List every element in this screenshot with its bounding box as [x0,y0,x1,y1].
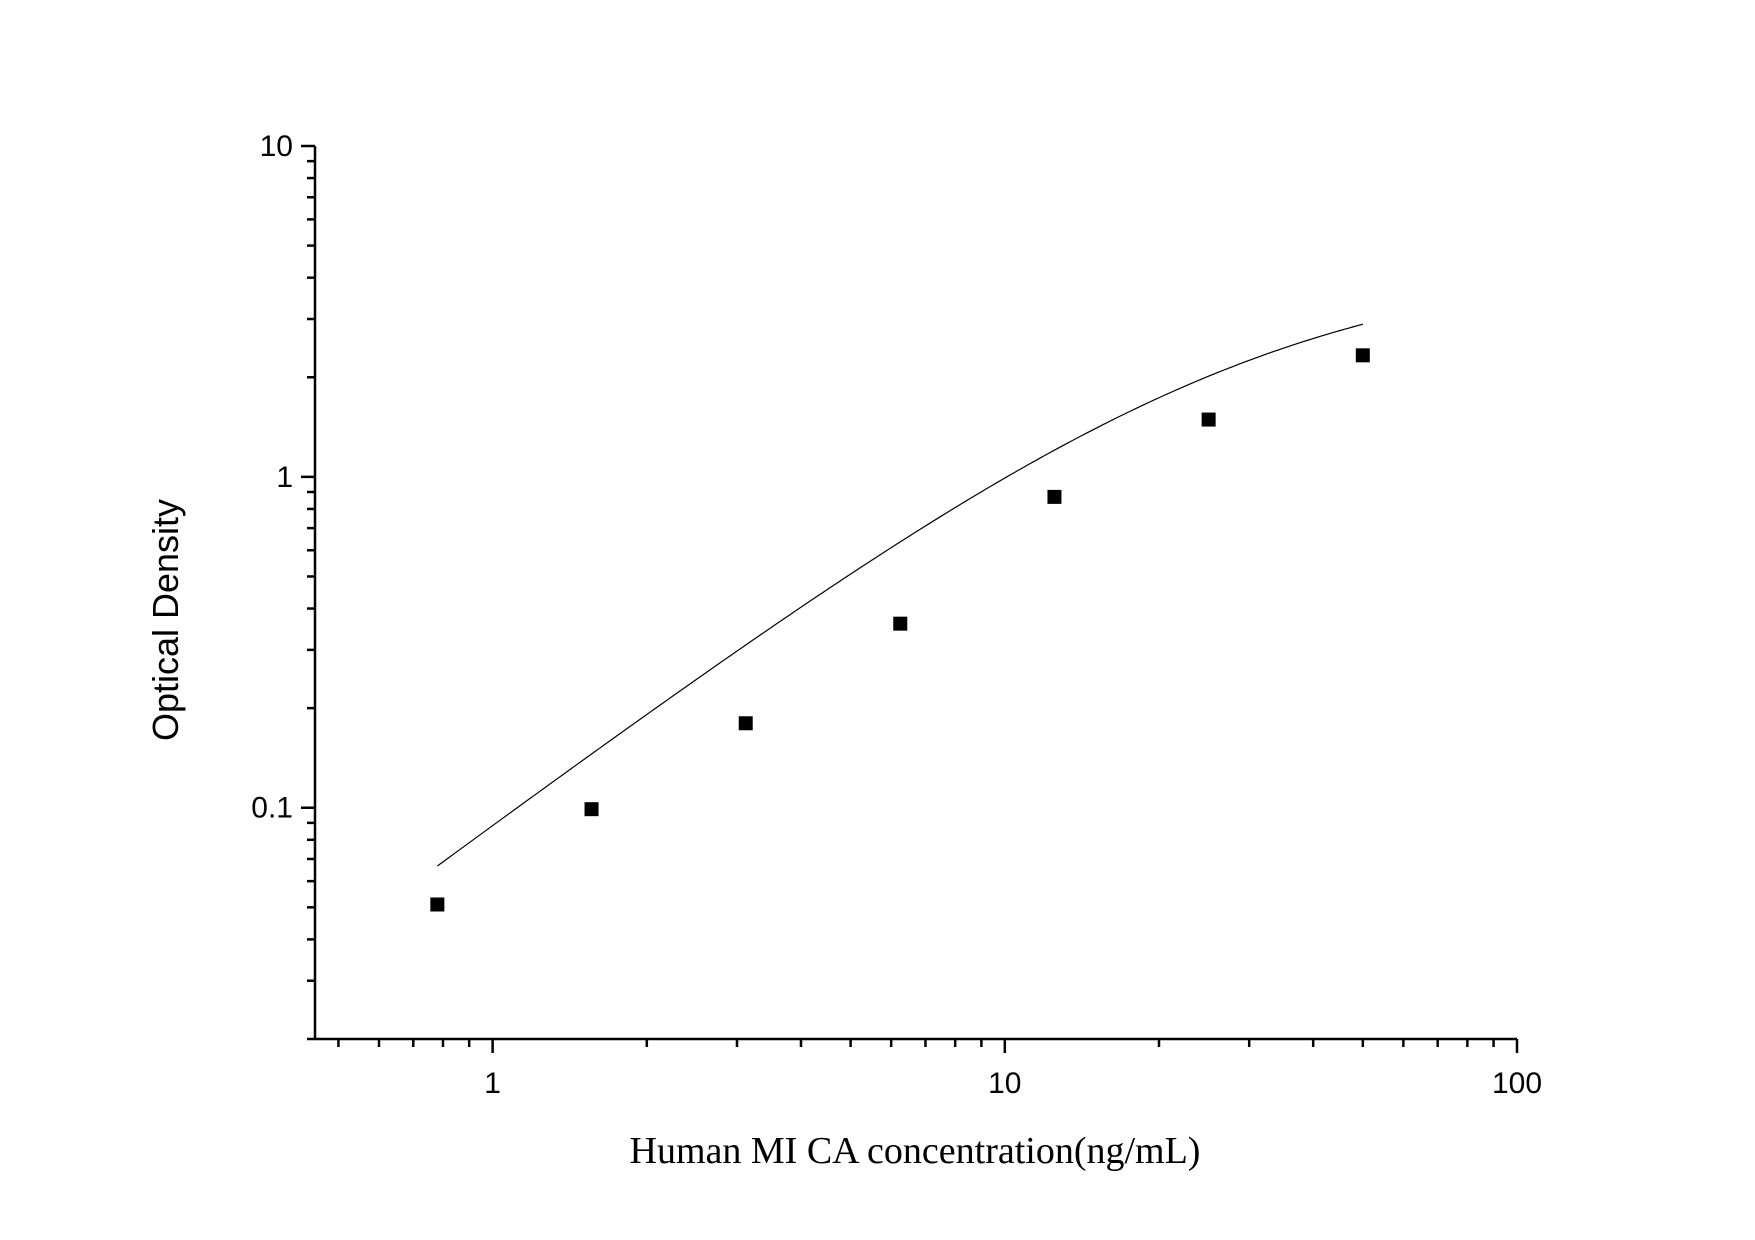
ticks [301,144,1519,1053]
x-axis-label: Human MI CA concentration(ng/mL) [630,1130,1201,1172]
x-tick-label: 100 [1492,1067,1542,1100]
data-point [430,897,445,912]
data-point [1201,412,1216,427]
data-points [430,348,1370,912]
axes [313,146,1517,1041]
data-point [1047,489,1062,504]
fit-curve [436,323,1363,867]
data-point [893,616,908,631]
y-axis-label: Optical Density [145,499,186,741]
data-point [584,802,599,817]
y-tick-label: 10 [260,130,293,163]
y-tick-label: 1 [276,461,293,494]
y-tick-label: 0.1 [251,792,293,825]
data-point [1355,348,1370,363]
x-tick-label: 10 [988,1067,1021,1100]
tick-labels: 1 10 100 0.1 1 10 [251,130,1542,1100]
data-point [738,716,753,731]
x-tick-label: 1 [484,1067,501,1100]
